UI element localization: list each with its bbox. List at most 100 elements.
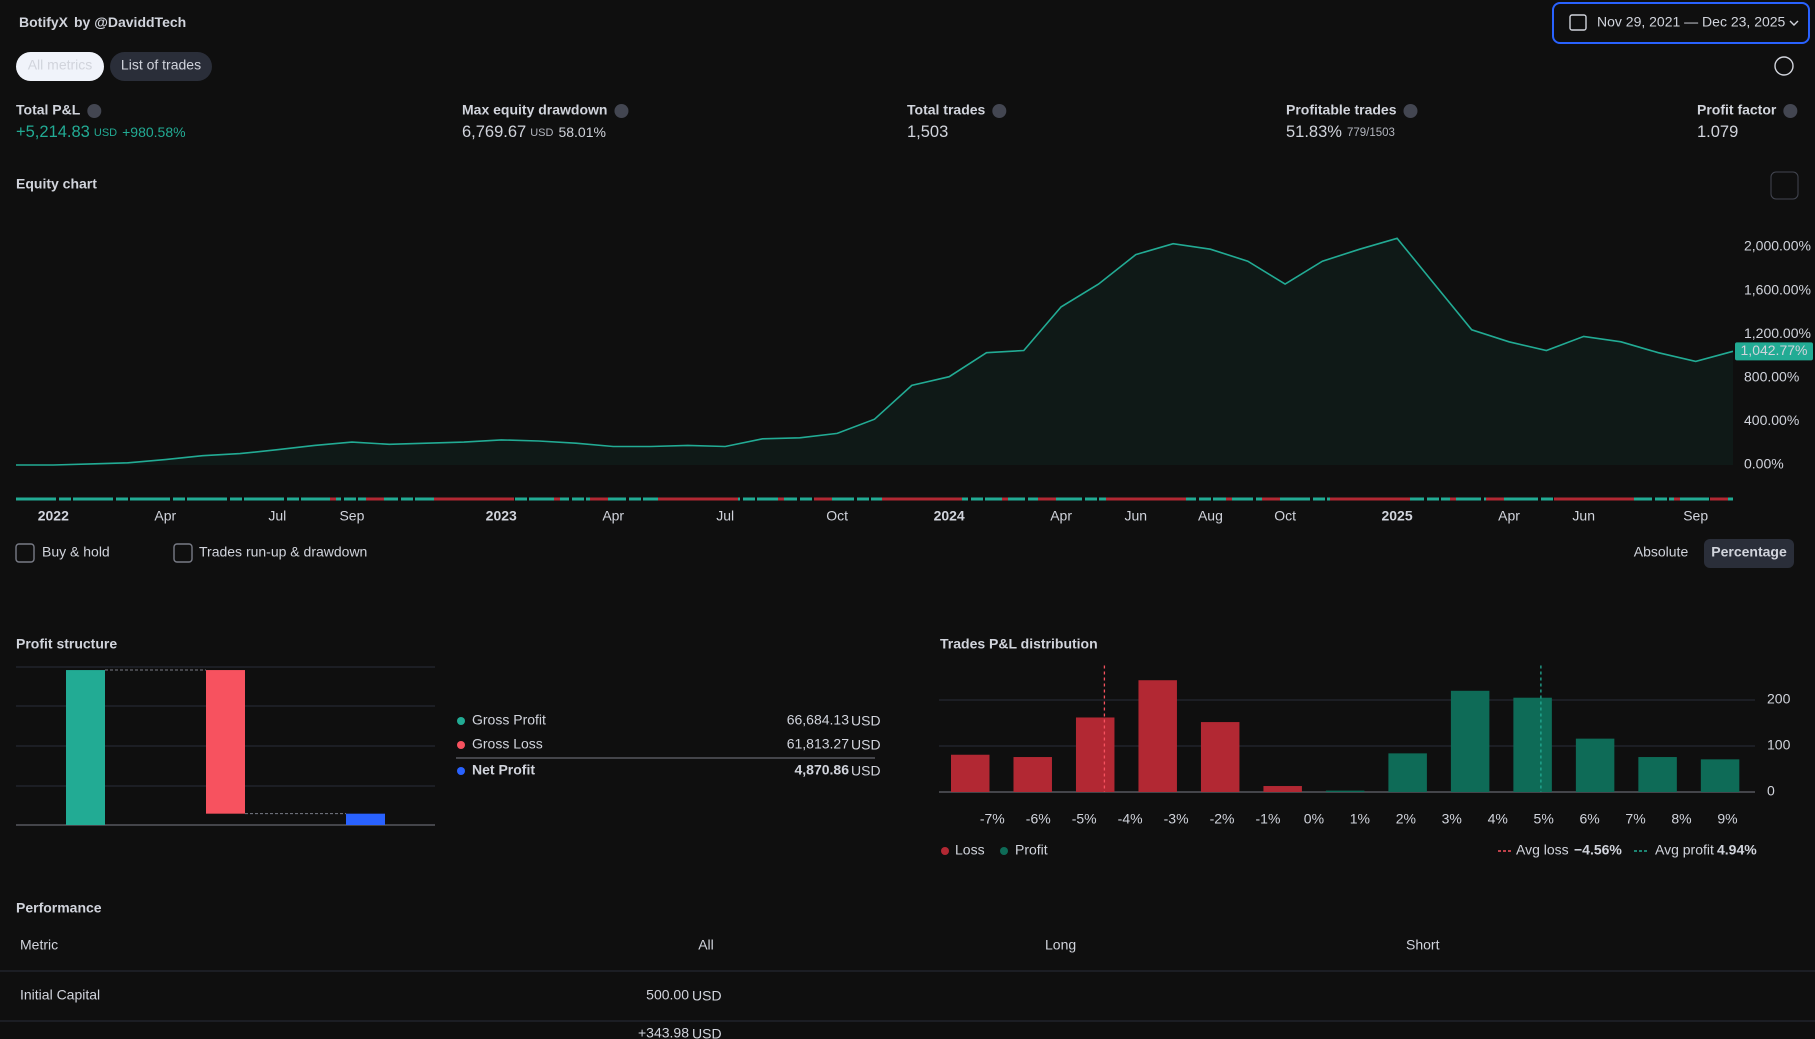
info-icon	[1783, 104, 1798, 118]
y-tick-label: 0	[1767, 783, 1775, 799]
chart-title: Equity chart	[16, 176, 97, 192]
settings-icon[interactable]	[1774, 56, 1794, 76]
x-tick-label: 2024	[934, 508, 965, 524]
checkbox-label: Trades run-up & drawdown	[199, 544, 367, 560]
chart-title: Trades P&L distribution	[940, 636, 1098, 652]
x-tick-label: -4%	[1118, 811, 1143, 827]
average-value: −4.56%	[1574, 842, 1622, 858]
legend-dot	[941, 847, 949, 855]
column-header: All	[698, 937, 714, 953]
histogram-bar	[1700, 759, 1740, 792]
tab-label[interactable]: All metrics	[28, 57, 93, 73]
metric-label: Total P&L	[16, 102, 81, 118]
row-label: Initial Capital	[20, 987, 100, 1003]
toggle-label[interactable]: Percentage	[1711, 544, 1787, 560]
column-header: Metric	[20, 937, 58, 953]
info-icon	[992, 104, 1007, 118]
x-tick-label: -6%	[1026, 811, 1051, 827]
histogram-bar	[951, 754, 990, 792]
author: by @DaviddTech	[74, 14, 186, 30]
metric-value: 1.079	[1697, 123, 1738, 141]
legend-label: Gross Profit	[472, 712, 546, 728]
value: 51.83%	[1286, 123, 1342, 141]
header: BotifyX by @DaviddTech	[19, 14, 186, 30]
value-label: 4,870.86	[795, 762, 850, 778]
x-tick-label: 6%	[1579, 811, 1599, 827]
histogram-bar	[1263, 786, 1302, 792]
y-tick-label: 2,000.00%	[1744, 238, 1811, 254]
x-tick-label: 5%	[1534, 811, 1554, 827]
x-tick-label: -3%	[1164, 811, 1189, 827]
legend-dot	[457, 767, 465, 775]
chart-title: Profit structure	[16, 636, 117, 652]
metric-value: 6,769.67 USD 58.01%	[462, 123, 606, 141]
x-tick-label: Jun	[1124, 508, 1147, 524]
metric-value: 1,503	[907, 123, 948, 141]
x-tick-label: 7%	[1625, 811, 1645, 827]
y-tick-label: 200	[1767, 691, 1791, 707]
date-range[interactable]: Nov 29, 2021 — Dec 23, 2025	[1597, 14, 1786, 30]
y-tick-label: 400.00%	[1744, 412, 1799, 428]
unit: USD	[851, 737, 881, 753]
unit: USD	[851, 763, 881, 779]
x-tick-label: Apr	[1498, 508, 1520, 524]
histogram-bar	[1013, 757, 1052, 792]
tab-button[interactable]	[110, 52, 212, 81]
y-tick-label: 0.00%	[1744, 456, 1784, 472]
x-tick-label: -1%	[1256, 811, 1281, 827]
unit: USD	[94, 127, 117, 139]
histogram-bar	[1075, 717, 1115, 792]
date-button[interactable]	[1552, 2, 1810, 44]
cell-value: 500.00	[646, 987, 689, 1003]
value: +5,214.83	[16, 123, 90, 141]
tab-button[interactable]	[16, 52, 104, 81]
metric-label: Max equity drawdown	[462, 102, 607, 118]
histogram-bar	[1513, 697, 1552, 792]
checkbox[interactable]	[15, 543, 35, 563]
x-tick-label: Oct	[826, 508, 848, 524]
y-tick-label: 100	[1767, 737, 1791, 753]
legend-dot	[1000, 847, 1008, 855]
value-label: 66,684.13	[787, 712, 849, 728]
legend-label: Net Profit	[472, 762, 535, 778]
bar	[206, 670, 245, 814]
metric-value: +5,214.83 USD +980.58%	[16, 123, 186, 141]
metric-label: Profitable trades	[1286, 102, 1397, 118]
info-icon	[1403, 104, 1418, 118]
tab-label[interactable]: List of trades	[121, 57, 201, 73]
x-tick-label: -2%	[1210, 811, 1235, 827]
equity-area	[16, 238, 1733, 465]
bar	[346, 813, 385, 825]
extra: +980.58%	[122, 124, 185, 140]
value: 6,769.67	[462, 123, 526, 141]
toggle-label[interactable]: Absolute	[1634, 544, 1689, 560]
histogram-bar	[1325, 790, 1365, 792]
x-tick-label: Jun	[1572, 508, 1595, 524]
expand-button[interactable]	[1770, 171, 1799, 200]
x-tick-label: Apr	[1050, 508, 1072, 524]
metric-value: 51.83% 779/1503	[1286, 123, 1395, 141]
legend-dot	[457, 741, 465, 749]
histogram-bar	[1575, 738, 1615, 792]
legend-label: Gross Loss	[472, 736, 543, 752]
y-tick-label: 800.00%	[1744, 369, 1799, 385]
info-icon	[614, 104, 629, 118]
x-tick-label: Oct	[1274, 508, 1296, 524]
legend-label: Avg profit	[1655, 842, 1714, 858]
last-value-label: 1,042.77%	[1741, 342, 1808, 358]
x-tick-label: 2023	[486, 508, 517, 524]
value: 1.079	[1697, 123, 1738, 141]
x-tick-label: Jul	[268, 508, 286, 524]
legend-label: Loss	[955, 842, 985, 858]
x-tick-label: Apr	[602, 508, 624, 524]
x-tick-label: Jul	[716, 508, 734, 524]
info-icon	[87, 104, 102, 118]
histogram-bar	[1200, 722, 1240, 792]
toggle-active[interactable]	[1704, 539, 1794, 568]
histogram-bar	[1138, 680, 1177, 792]
bar	[66, 670, 105, 825]
checkbox[interactable]	[173, 543, 193, 563]
